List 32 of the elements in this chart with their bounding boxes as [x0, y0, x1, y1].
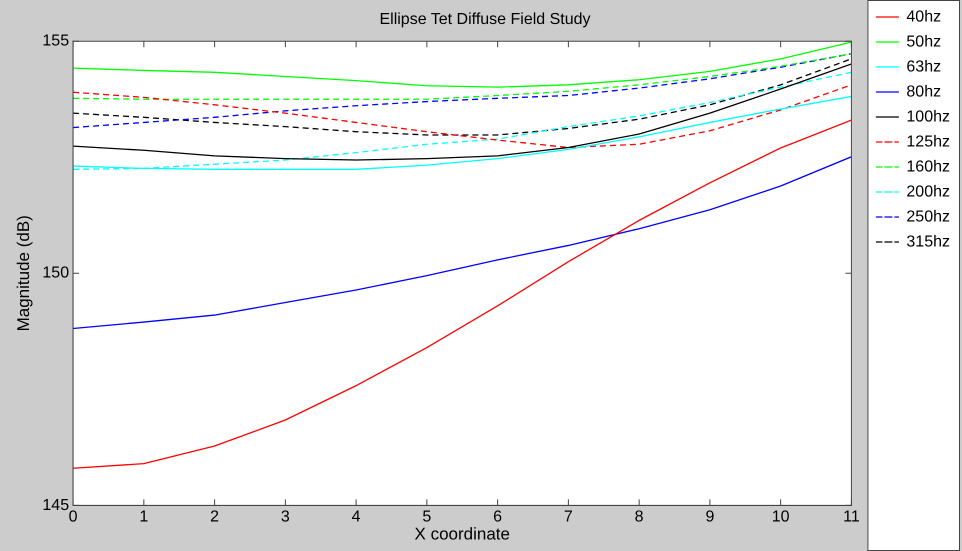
legend-label: 80hz [906, 83, 942, 100]
y-tick-label: 155 [42, 32, 70, 50]
y-tick-label: 150 [42, 264, 70, 282]
legend-label: 63hz [906, 58, 942, 76]
legend-label: 50hz [906, 33, 942, 50]
x-tick-label: 6 [493, 508, 502, 526]
line-series [73, 72, 852, 170]
legend-label: 40hz [906, 8, 942, 26]
x-tick-label: 3 [280, 508, 290, 526]
line-series [73, 53, 852, 100]
legend-label: 315hz [906, 233, 950, 250]
chart-title: Ellipse Tet Diffuse Field Study [379, 11, 591, 28]
legend-label: 125hz [906, 133, 950, 150]
x-tick-label: 10 [772, 508, 790, 526]
x-tick-label: 5 [422, 508, 432, 526]
line-series [73, 53, 852, 128]
x-tick-label: 9 [705, 508, 714, 526]
legend-label: 100hz [906, 108, 950, 126]
x-tick-label: 4 [352, 508, 361, 526]
x-tick-label: 8 [634, 508, 644, 526]
x-tick-label: 11 [843, 508, 860, 526]
legend-label: 160hz [906, 158, 950, 176]
x-tick-label: 2 [210, 508, 220, 526]
legend-label: 200hz [906, 183, 950, 200]
line-series [73, 58, 852, 136]
x-tick-label: 7 [564, 508, 573, 526]
y-axis-title: Magnitude (dB) [14, 215, 33, 332]
x-tick-label: 1 [139, 508, 148, 526]
x-axis-title: X coordinate [414, 524, 510, 544]
legend-label: 250hz [906, 208, 950, 226]
y-tick-label: 145 [42, 496, 70, 514]
x-tick-label: 0 [68, 508, 78, 526]
